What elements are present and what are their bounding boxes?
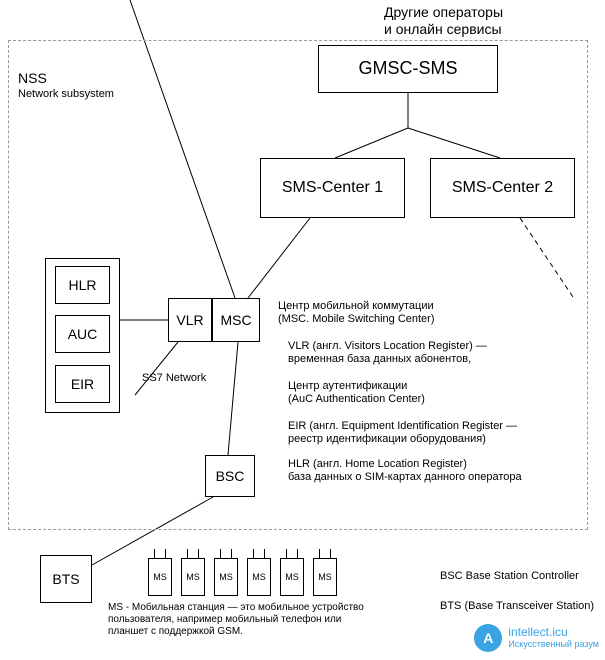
gmsc-label: GMSC-SMS — [359, 58, 458, 80]
watermark-badge-icon: A — [474, 624, 502, 652]
msc-label: MSC — [220, 312, 251, 329]
bsc-label: BSC — [216, 468, 245, 485]
nss-subtitle-label: Network subsystem — [18, 88, 114, 101]
auc-label: AUC — [68, 326, 98, 343]
smsc2-node: SMS-Center 2 — [430, 158, 575, 218]
watermark-subtitle: Искусственный разум — [508, 639, 599, 650]
bts-label: BTS — [52, 571, 79, 588]
watermark-title: intellect.icu — [508, 626, 599, 639]
ms-node: MS — [313, 558, 337, 596]
hlr-node: HLR — [55, 266, 110, 304]
hlr-label: HLR — [68, 277, 96, 294]
hlr-desc-label: HLR (англ. Home Location Register) база … — [288, 458, 522, 484]
ms-node: MS — [280, 558, 304, 596]
vlr-node: VLR — [168, 298, 212, 342]
eir-label: EIR — [71, 376, 94, 393]
auc-node: AUC — [55, 315, 110, 353]
watermark: A intellect.icu Искусственный разум — [474, 624, 599, 652]
ms-node: MS — [247, 558, 271, 596]
vlr-label: VLR — [176, 312, 203, 329]
bts-desc-label: BTS (Base Transceiver Station) — [440, 600, 594, 613]
nss-title-label: NSS — [18, 70, 47, 87]
bts-node: BTS — [40, 555, 92, 603]
ms-node: MS — [181, 558, 205, 596]
msc-node: MSC — [212, 298, 260, 342]
msc-desc-label: Центр мобильной коммутации (MSC. Mobile … — [278, 300, 435, 326]
auc-desc-label: Центр аутентификации (AuC Authentication… — [288, 380, 425, 406]
gmsc-node: GMSC-SMS — [318, 45, 498, 93]
bsc-node: BSC — [205, 455, 255, 497]
eir-desc-label: EIR (англ. Equipment Identification Regi… — [288, 420, 517, 446]
external-operators-label: Другие операторы и онлайн сервисы — [384, 4, 503, 38]
eir-node: EIR — [55, 365, 110, 403]
ss7-label: SS7 Network — [142, 372, 206, 385]
smsc2-label: SMS-Center 2 — [452, 178, 553, 197]
ms-node: MS — [214, 558, 238, 596]
vlr-desc-label: VLR (англ. Visitors Location Register) —… — [288, 340, 487, 366]
smsc1-label: SMS-Center 1 — [282, 178, 383, 197]
ms-node: MS — [148, 558, 172, 596]
ms-desc-label: MS - Мобильная станция — это мобильное у… — [108, 602, 408, 638]
smsc1-node: SMS-Center 1 — [260, 158, 405, 218]
bsc-desc-label: BSC Base Station Controller — [440, 570, 579, 583]
